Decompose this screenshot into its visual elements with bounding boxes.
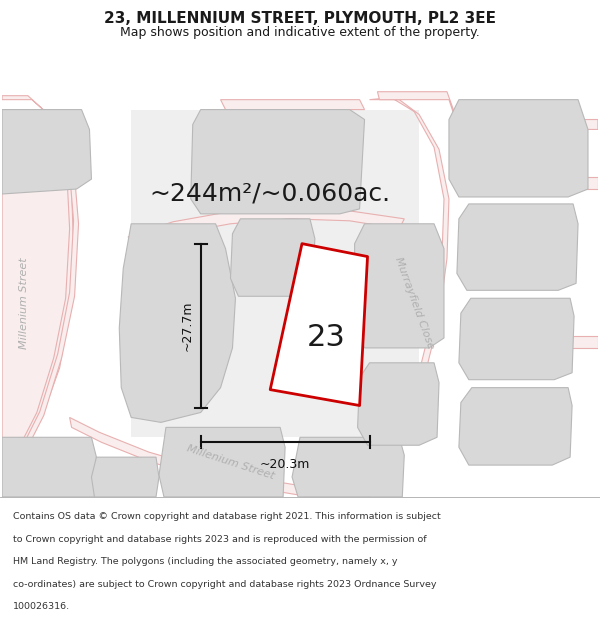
Polygon shape — [2, 109, 91, 194]
Polygon shape — [377, 92, 598, 129]
Polygon shape — [128, 207, 404, 249]
Polygon shape — [270, 244, 368, 406]
Polygon shape — [449, 99, 588, 197]
Text: Murrayfield Close: Murrayfield Close — [393, 256, 436, 351]
Polygon shape — [2, 129, 74, 497]
Text: Map shows position and indicative extent of the property.: Map shows position and indicative extent… — [120, 26, 480, 39]
Text: 23, MILLENNIUM STREET, PLYMOUTH, PL2 3EE: 23, MILLENNIUM STREET, PLYMOUTH, PL2 3EE — [104, 11, 496, 26]
Polygon shape — [0, 96, 79, 497]
Polygon shape — [91, 457, 159, 497]
Polygon shape — [457, 204, 578, 291]
Polygon shape — [474, 336, 598, 348]
Text: ~20.3m: ~20.3m — [260, 458, 310, 471]
Polygon shape — [292, 438, 404, 497]
Polygon shape — [2, 438, 97, 497]
Polygon shape — [359, 98, 449, 492]
Text: Contains OS data © Crown copyright and database right 2021. This information is : Contains OS data © Crown copyright and d… — [13, 512, 441, 521]
Polygon shape — [2, 109, 70, 497]
Text: 23: 23 — [307, 324, 345, 352]
Polygon shape — [459, 298, 574, 380]
Polygon shape — [191, 109, 365, 214]
Text: Millenium Street: Millenium Street — [185, 443, 275, 481]
Polygon shape — [230, 219, 315, 296]
Polygon shape — [119, 224, 235, 422]
Text: Millenium Street: Millenium Street — [19, 258, 29, 349]
Polygon shape — [221, 99, 365, 109]
Polygon shape — [469, 177, 598, 189]
Polygon shape — [459, 388, 572, 465]
Text: 100026316.: 100026316. — [13, 602, 70, 611]
Text: ~27.7m: ~27.7m — [180, 301, 193, 351]
Polygon shape — [131, 109, 419, 437]
Text: HM Land Registry. The polygons (including the associated geometry, namely x, y: HM Land Registry. The polygons (includin… — [13, 557, 398, 566]
Polygon shape — [159, 428, 285, 497]
Text: ~244m²/~0.060ac.: ~244m²/~0.060ac. — [149, 182, 391, 206]
Polygon shape — [355, 224, 444, 348]
Polygon shape — [358, 362, 439, 445]
Text: co-ordinates) are subject to Crown copyright and database rights 2023 Ordnance S: co-ordinates) are subject to Crown copyr… — [13, 579, 437, 589]
Polygon shape — [70, 418, 370, 497]
Text: to Crown copyright and database rights 2023 and is reproduced with the permissio: to Crown copyright and database rights 2… — [13, 534, 427, 544]
